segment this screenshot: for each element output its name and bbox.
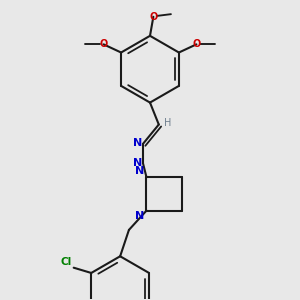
Text: Cl: Cl	[61, 257, 72, 267]
Text: O: O	[149, 12, 158, 22]
Text: H: H	[164, 118, 171, 128]
Text: N: N	[133, 158, 142, 168]
Text: N: N	[136, 212, 145, 221]
Text: N: N	[133, 138, 142, 148]
Text: O: O	[100, 39, 108, 49]
Text: N: N	[136, 166, 145, 176]
Text: O: O	[192, 39, 200, 49]
